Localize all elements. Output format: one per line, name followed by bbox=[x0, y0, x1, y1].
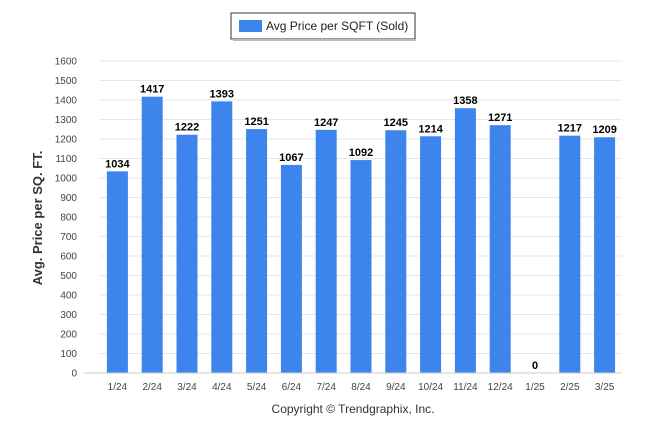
x-tick-label: 9/24 bbox=[386, 382, 406, 393]
data-label: 0 bbox=[532, 360, 538, 372]
bars bbox=[106, 96, 616, 374]
x-tick-label: 12/24 bbox=[488, 382, 513, 393]
bar bbox=[315, 129, 337, 373]
x-tick-label: 3/24 bbox=[177, 382, 197, 393]
data-label: 1214 bbox=[418, 123, 443, 135]
data-labels: 1034 1417 1222 1393 1251 1067 1247 1092 1245 1214… bbox=[105, 84, 617, 372]
x-tick-label: 1/25 bbox=[525, 382, 545, 393]
x-tick-label: 3/25 bbox=[595, 382, 615, 393]
x-axis-ticks: 1/24 2/24 3/24 4/24 5/24 6/24 7/24 8/24 9/24 10/2… bbox=[108, 382, 615, 393]
y-tick-label: 1000 bbox=[55, 174, 78, 185]
y-axis-label: Avg. Price per SQ. FT. bbox=[30, 151, 45, 286]
y-tick-label: 500 bbox=[60, 271, 77, 282]
bar bbox=[141, 96, 163, 373]
y-tick-label: 1600 bbox=[55, 57, 78, 68]
bar bbox=[211, 101, 233, 374]
data-label: 1393 bbox=[210, 88, 234, 100]
data-label: 1209 bbox=[592, 124, 616, 136]
y-tick-label: 800 bbox=[60, 213, 77, 224]
legend: Avg Price per SQFT (Sold) bbox=[230, 12, 416, 41]
data-label: 1271 bbox=[488, 112, 512, 124]
bar bbox=[559, 135, 581, 373]
x-tick-label: 7/24 bbox=[316, 382, 336, 393]
copyright-footer: Copyright © Trendgraphix, Inc. bbox=[272, 402, 435, 416]
y-tick-label: 600 bbox=[60, 252, 77, 263]
data-label: 1245 bbox=[384, 117, 408, 129]
data-label: 1067 bbox=[279, 152, 303, 164]
bar bbox=[420, 136, 442, 373]
x-tick-label: 11/24 bbox=[453, 382, 478, 393]
y-tick-label: 100 bbox=[60, 349, 77, 360]
bar bbox=[106, 171, 128, 373]
bar bbox=[246, 129, 268, 373]
y-axis-ticks: 0 100 200 300 400 500 600 700 800 900 1000 1100 1200… bbox=[55, 57, 78, 380]
x-tick-label: 4/24 bbox=[212, 382, 232, 393]
legend-box-shadow bbox=[233, 39, 416, 41]
x-tick-label: 10/24 bbox=[418, 382, 443, 393]
legend-swatch bbox=[239, 20, 262, 32]
y-tick-label: 700 bbox=[60, 232, 77, 243]
y-tick-label: 1200 bbox=[55, 135, 78, 146]
data-label: 1222 bbox=[175, 122, 199, 134]
y-tick-label: 0 bbox=[71, 369, 77, 380]
data-label: 1417 bbox=[140, 84, 164, 96]
y-tick-label: 1400 bbox=[55, 96, 78, 107]
data-label: 1251 bbox=[244, 116, 268, 128]
y-tick-label: 1300 bbox=[55, 115, 78, 126]
data-label: 1034 bbox=[105, 158, 130, 170]
y-tick-label: 1500 bbox=[55, 76, 78, 87]
y-tick-label: 900 bbox=[60, 193, 77, 204]
bar bbox=[489, 125, 511, 373]
bar bbox=[454, 108, 476, 373]
x-tick-label: 1/24 bbox=[108, 382, 128, 393]
bar bbox=[594, 137, 616, 373]
x-tick-label: 8/24 bbox=[351, 382, 371, 393]
x-tick-label: 5/24 bbox=[247, 382, 267, 393]
y-tick-label: 200 bbox=[60, 330, 77, 341]
data-label: 1092 bbox=[349, 147, 373, 159]
legend-label: Avg Price per SQFT (Sold) bbox=[266, 19, 408, 33]
data-label: 1358 bbox=[453, 95, 477, 107]
bar bbox=[176, 134, 198, 373]
bar bbox=[280, 164, 302, 373]
y-tick-label: 1100 bbox=[55, 154, 77, 165]
data-label: 1217 bbox=[558, 123, 582, 135]
y-tick-label: 400 bbox=[60, 291, 77, 302]
bar bbox=[350, 160, 372, 373]
bar bbox=[385, 130, 407, 373]
data-label: 1247 bbox=[314, 117, 338, 129]
x-tick-label: 2/24 bbox=[142, 382, 162, 393]
x-tick-label: 6/24 bbox=[282, 382, 302, 393]
x-tick-label: 2/25 bbox=[560, 382, 580, 393]
y-tick-label: 300 bbox=[60, 310, 77, 321]
